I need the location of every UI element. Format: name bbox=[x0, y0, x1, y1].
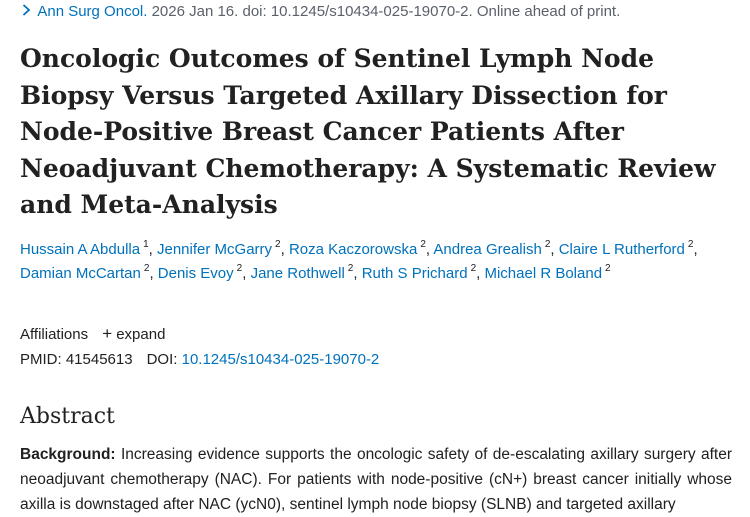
author-link[interactable]: Jane Rothwell bbox=[250, 265, 345, 282]
affiliation-number[interactable]: 1 bbox=[143, 239, 149, 250]
expand-label: expand bbox=[116, 326, 166, 343]
abstract-background: Background: Increasing evidence supports… bbox=[20, 442, 732, 517]
author-item: Michael R Boland 2 bbox=[484, 263, 611, 283]
doi-link[interactable]: 10.1245/s10434-025-19070-2 bbox=[181, 351, 380, 368]
author-item: Andrea Grealish 2 bbox=[433, 239, 551, 259]
chevron-right-icon[interactable] bbox=[22, 3, 34, 20]
pmid-label: PMID: bbox=[20, 351, 62, 368]
author-item: Damian McCartan 2 bbox=[20, 263, 150, 283]
affiliation-number[interactable]: 2 bbox=[236, 263, 243, 274]
affiliation-number[interactable]: 2 bbox=[347, 263, 354, 274]
citation-details: 2026 Jan 16. doi: 10.1245/s10434-025-190… bbox=[147, 3, 621, 20]
author-item: Claire L Rutherford 2 bbox=[558, 239, 694, 259]
article-title: Oncologic Outcomes of Sentinel Lymph Nod… bbox=[20, 44, 716, 219]
author-item: Jane Rothwell 2 bbox=[250, 263, 354, 283]
author-link[interactable]: Michael R Boland bbox=[484, 265, 603, 282]
affiliation-number[interactable]: 2 bbox=[687, 239, 694, 250]
background-label: Background: bbox=[20, 446, 116, 463]
background-text: Increasing evidence supports the oncolog… bbox=[20, 446, 732, 513]
affiliations-row: Affiliations + expand bbox=[20, 324, 165, 344]
author-link[interactable]: Ruth S Prichard bbox=[361, 265, 468, 282]
author-link[interactable]: Jennifer McGarry bbox=[157, 241, 273, 258]
affiliation-number[interactable]: 2 bbox=[470, 263, 477, 274]
abstract-heading: Abstract bbox=[20, 404, 115, 429]
affiliation-number[interactable]: 2 bbox=[544, 239, 551, 250]
journal-link[interactable]: Ann Surg Oncol. bbox=[37, 3, 148, 20]
affiliations-label: Affiliations bbox=[20, 326, 89, 343]
pmid-value: 41545613 bbox=[65, 351, 133, 368]
expand-affiliations-button[interactable]: + expand bbox=[102, 324, 166, 343]
author-link[interactable]: Claire L Rutherford bbox=[558, 241, 685, 258]
author-item: Roza Kaczorowska 2 bbox=[288, 239, 426, 259]
author-item: Denis Evoy 2 bbox=[157, 263, 243, 283]
affiliation-number[interactable]: 2 bbox=[275, 239, 281, 250]
author-link[interactable]: Hussain A Abdulla bbox=[20, 241, 141, 258]
author-link[interactable]: Andrea Grealish bbox=[433, 241, 542, 258]
author-item: Hussain A Abdulla 1 bbox=[20, 239, 149, 259]
citation-line: Ann Surg Oncol. 2026 Jan 16. doi: 10.124… bbox=[22, 3, 620, 20]
affiliation-number[interactable]: 2 bbox=[605, 263, 611, 274]
affiliation-number[interactable]: 2 bbox=[143, 263, 150, 274]
author-link[interactable]: Roza Kaczorowska bbox=[288, 241, 418, 258]
author-link[interactable]: Damian McCartan bbox=[20, 265, 141, 282]
plus-icon: + bbox=[102, 324, 113, 343]
affiliation-number[interactable]: 2 bbox=[420, 239, 426, 250]
identifiers-row: PMID: 41545613 DOI: 10.1245/s10434-025-19… bbox=[20, 351, 379, 368]
author-item: Ruth S Prichard 2 bbox=[361, 263, 477, 283]
author-link[interactable]: Denis Evoy bbox=[157, 265, 234, 282]
doi-label: DOI: bbox=[146, 351, 178, 368]
author-item: Jennifer McGarry 2 bbox=[157, 239, 281, 259]
authors-list: Hussain A Abdulla 1, Jennifer McGarry 2, R… bbox=[20, 239, 698, 283]
